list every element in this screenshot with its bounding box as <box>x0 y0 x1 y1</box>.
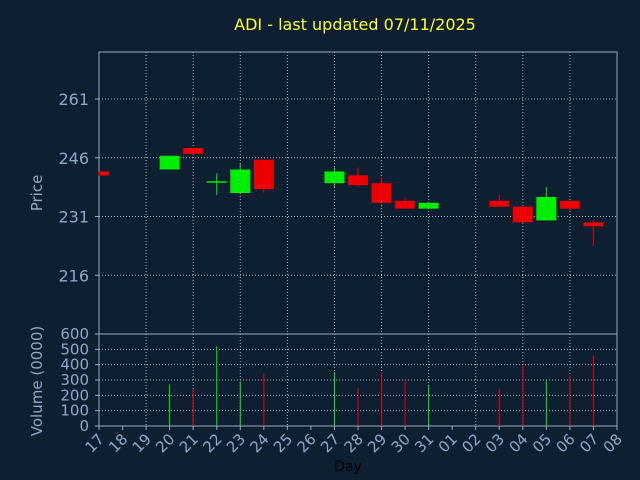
x-axis-label: Day <box>334 459 362 475</box>
chart-title: ADI - last updated 07/11/2025 <box>234 15 476 34</box>
x-tick-label: 04 <box>505 430 531 456</box>
candle-body <box>230 169 251 193</box>
volume-bars <box>169 346 594 426</box>
price-axis-label: Price <box>28 175 46 212</box>
x-tick-label: 01 <box>435 430 461 456</box>
x-tick-label: 28 <box>341 430 367 456</box>
x-tick-label: 31 <box>411 430 437 456</box>
price-gridlines <box>99 52 617 334</box>
x-tick-label: 27 <box>317 430 343 456</box>
x-tick-label: 02 <box>458 430 484 456</box>
candle-body <box>183 147 204 154</box>
x-tick-label: 07 <box>576 430 602 456</box>
candle-body <box>536 196 557 221</box>
volume-tick-label: 400 <box>60 356 89 374</box>
x-tick-label: 08 <box>600 430 626 456</box>
x-tick-label: 23 <box>223 430 249 456</box>
volume-tick-label: 100 <box>60 402 89 420</box>
x-tick-labels: 1718192021222324252627282930310102030405… <box>82 426 626 456</box>
price-tick-label: 246 <box>58 149 89 168</box>
x-tick-label: 21 <box>176 430 202 456</box>
volume-tick-label: 600 <box>60 325 89 343</box>
volume-axis-label: Volume (0000) <box>28 326 46 436</box>
candle-body <box>324 171 345 184</box>
volume-tick-label: 0 <box>79 417 89 435</box>
candles <box>98 147 604 246</box>
x-tick-label: 06 <box>553 430 579 456</box>
volume-tick-label: 500 <box>60 340 89 358</box>
candle-body <box>512 206 533 223</box>
x-tick-label: 20 <box>152 430 178 456</box>
x-tick-label: 29 <box>364 430 390 456</box>
x-tick-label: 19 <box>129 430 155 456</box>
x-tick-label: 24 <box>246 430 272 456</box>
candle-body <box>99 171 109 176</box>
x-tick-label: 30 <box>388 430 414 456</box>
price-tick-label: 261 <box>58 90 89 109</box>
x-tick-label: 03 <box>482 430 508 456</box>
volume-tick-label: 300 <box>60 371 89 389</box>
candle-body <box>206 181 227 183</box>
candle-body <box>159 155 180 170</box>
x-tick-label: 26 <box>294 430 320 456</box>
price-tick-label: 231 <box>58 208 89 227</box>
price-panel-frame <box>98 51 618 335</box>
candle-body <box>583 222 604 227</box>
candle-body <box>418 202 439 209</box>
candle-body <box>559 200 580 209</box>
x-tick-label: 22 <box>199 430 225 456</box>
candle-body <box>489 200 510 207</box>
candle-body <box>253 159 274 190</box>
x-tick-label: 25 <box>270 430 296 456</box>
price-tick-labels: 216 231 246 261 <box>58 90 99 285</box>
candle-body <box>395 200 416 209</box>
volume-tick-label: 200 <box>60 386 89 404</box>
candle-body <box>348 175 368 186</box>
price-tick-label: 216 <box>58 266 89 285</box>
candle-body <box>371 183 392 203</box>
x-tick-label: 18 <box>105 430 131 456</box>
x-tick-label: 05 <box>529 430 555 456</box>
